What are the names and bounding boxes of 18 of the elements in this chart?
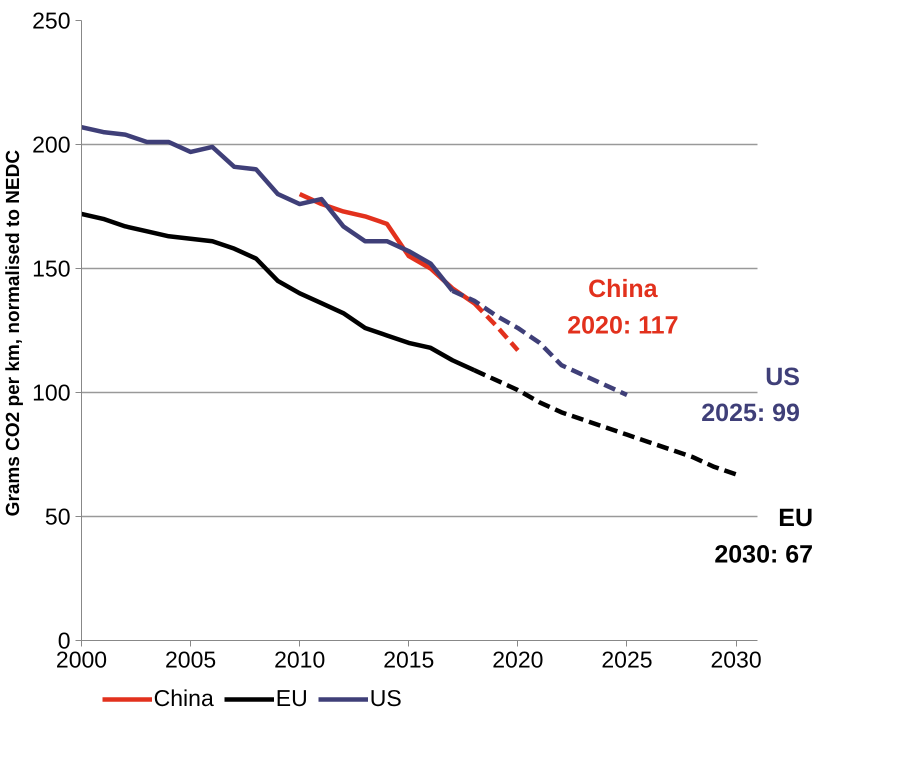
y-tick-label: 100	[32, 380, 70, 406]
legend-label: EU	[276, 685, 308, 712]
legend-label: China	[154, 685, 214, 712]
y-tick-label: 150	[32, 256, 70, 282]
y-tick-label: 200	[32, 132, 70, 158]
x-tick-label: 2030	[710, 646, 762, 672]
annotation: EU 2030: 67	[714, 504, 814, 569]
x-tick-label: 2015	[383, 646, 434, 672]
x-tick-label: 2020	[492, 646, 544, 672]
y-axis-title: Grams CO2 per km, normalised to NEDC	[3, 150, 24, 516]
y-tick-label: 50	[44, 504, 71, 530]
x-tick-label: 2005	[165, 646, 216, 672]
annotation: US 2025: 99	[701, 362, 800, 428]
y-tick-label: 250	[32, 8, 70, 34]
annotation: China 2020: 117	[567, 275, 678, 340]
x-tick-label: 2010	[274, 646, 326, 672]
x-tick-label: 2025	[601, 646, 653, 672]
legend-label: US	[370, 685, 402, 712]
